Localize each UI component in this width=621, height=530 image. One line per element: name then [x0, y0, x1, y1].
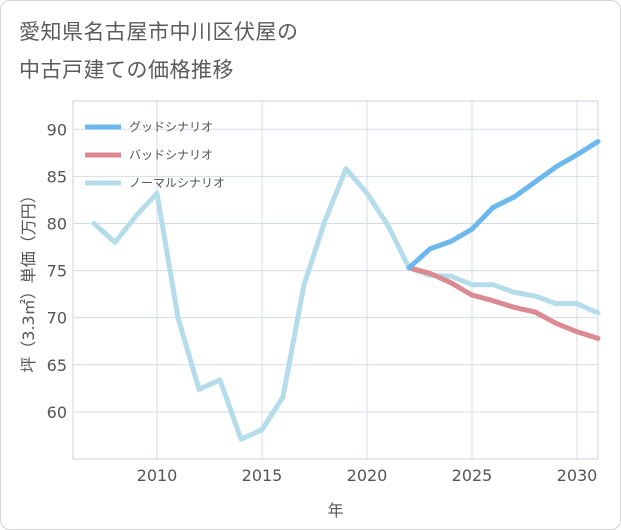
series-line-good	[406, 139, 601, 271]
legend-label: グッドシナリオ	[129, 120, 213, 134]
y-tick-label: 85	[47, 167, 67, 186]
x-tick-label: 2025	[452, 466, 493, 485]
series-lines	[91, 139, 601, 442]
x-tick-label: 2010	[137, 466, 178, 485]
y-tick-label: 90	[47, 120, 67, 139]
y-tick-label: 65	[47, 356, 67, 375]
y-tick-label: 80	[47, 214, 67, 233]
chart-title-line-1: 愛知県名古屋市中川区伏屋の	[19, 20, 299, 44]
y-tick-label: 70	[47, 309, 67, 328]
series-line-normal	[91, 166, 601, 442]
x-tick-label: 2020	[347, 466, 388, 485]
plot-area	[72, 100, 599, 460]
chart-title: 愛知県名古屋市中川区伏屋の 中古戸建ての価格推移	[19, 13, 579, 89]
y-tick-label: 75	[47, 262, 67, 281]
x-tick-label: 2030	[557, 466, 598, 485]
legend-label: バッドシナリオ	[129, 148, 213, 162]
y-tick-label: 60	[47, 403, 67, 422]
grid	[72, 100, 599, 460]
chart-title-line-2: 中古戸建ての価格推移	[19, 58, 234, 82]
y-axis-label: 坪（3.3㎡）単価（万円）	[19, 187, 38, 372]
legend-label: ノーマルシナリオ	[129, 176, 225, 190]
x-tick-label: 2015	[242, 466, 283, 485]
series-line-bad	[406, 265, 601, 341]
x-axis-label: 年	[327, 501, 343, 520]
tick-labels: 60 65 70 75 80 85 90 2010 2015 2020 2025 2030	[47, 120, 598, 485]
